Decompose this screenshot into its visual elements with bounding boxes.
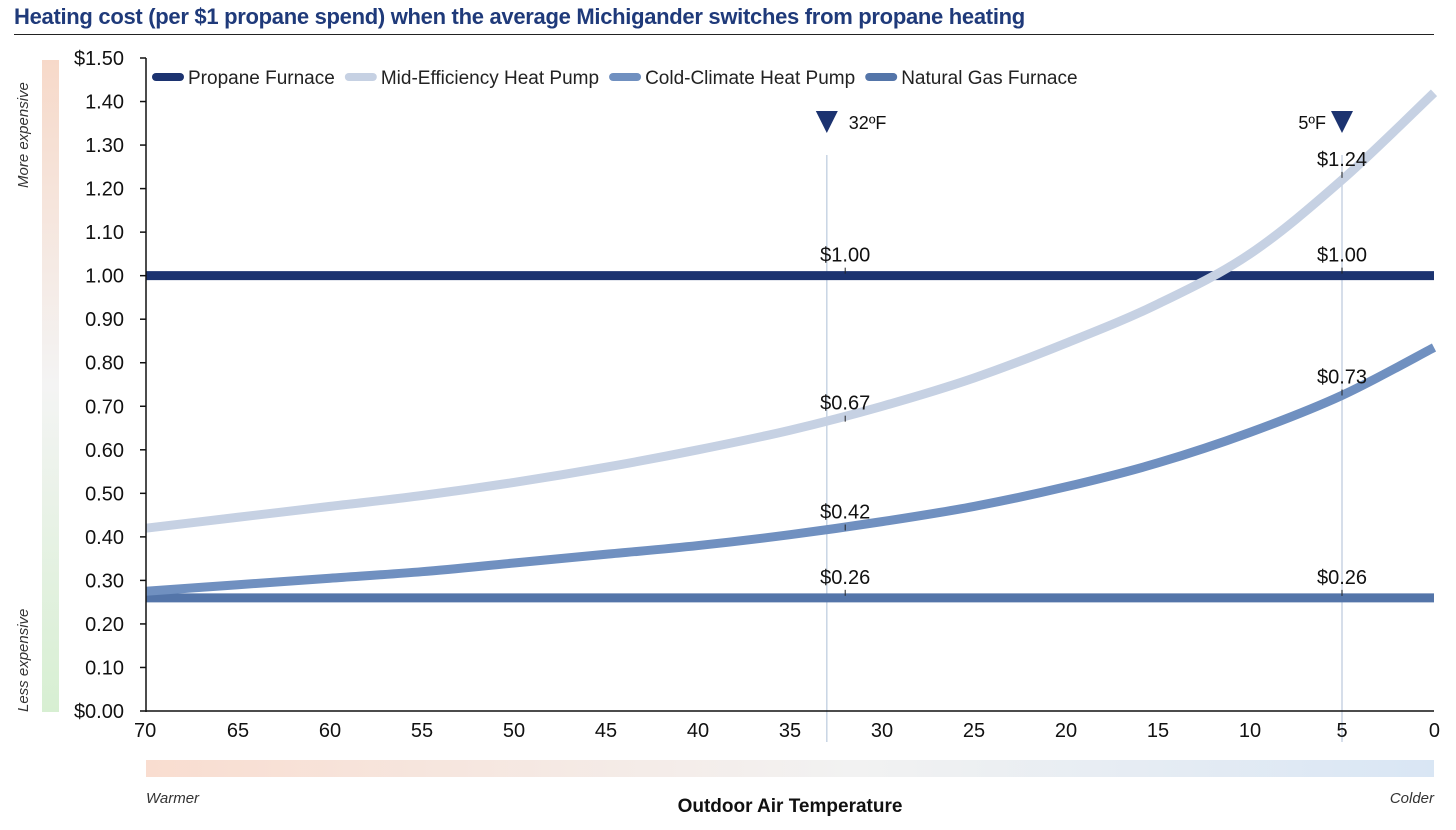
x-tick-label: 5 bbox=[1336, 720, 1347, 742]
colder-label: Colder bbox=[1390, 790, 1435, 807]
data-labels: $1.00 $1.00 $1.24 $0.67 $0.73 $0.42 $0.26 $0.26 bbox=[820, 149, 1367, 596]
data-label: $0.42 bbox=[820, 502, 870, 524]
y-tick-label: 0.20 bbox=[85, 614, 124, 636]
x-axis-title: Outdoor Air Temperature bbox=[678, 796, 903, 817]
marker-lines bbox=[826, 155, 1343, 742]
legend-label: Natural Gas Furnace bbox=[901, 68, 1077, 89]
x-tick-label: 20 bbox=[1055, 720, 1077, 742]
x-tick-label: 0 bbox=[1429, 720, 1440, 742]
marker-label: 5ºF bbox=[1298, 113, 1326, 133]
legend: Propane Furnace Mid-Efficiency Heat Pump C… bbox=[152, 68, 1078, 89]
x-tick-label: 25 bbox=[963, 720, 985, 742]
data-label: $0.26 bbox=[820, 567, 870, 589]
series-line-mid-efficiency-heat-pump bbox=[145, 89, 1438, 533]
legend-label: Mid-Efficiency Heat Pump bbox=[381, 68, 599, 89]
series-lines bbox=[145, 89, 1438, 603]
x-tick-label: 35 bbox=[779, 720, 801, 742]
y-tick-label: $1.50 bbox=[74, 48, 124, 70]
legend-label: Cold-Climate Heat Pump bbox=[645, 68, 855, 89]
chart-title: Heating cost (per $1 propane spend) when… bbox=[14, 4, 1025, 29]
marker-label: 32ºF bbox=[849, 113, 887, 133]
data-label: $0.67 bbox=[820, 393, 870, 415]
temperature-markers: 32ºF 5ºF bbox=[815, 111, 1353, 133]
x-ticks: 70 65 60 55 50 45 40 35 30 25 20 15 10 5 0 bbox=[134, 720, 1440, 742]
data-label: $0.26 bbox=[1317, 567, 1367, 589]
temperature-gradient-bar bbox=[146, 760, 1434, 777]
y-ticks: $0.00 0.10 0.20 0.30 0.40 0.50 0.60 0.70 0.80 0.9… bbox=[74, 48, 146, 723]
data-label: $0.73 bbox=[1317, 367, 1367, 389]
data-label: $1.00 bbox=[820, 245, 870, 267]
y-tick-label: 1.20 bbox=[85, 179, 124, 201]
y-tick-label: 0.10 bbox=[85, 657, 124, 679]
y-tick-label: 0.80 bbox=[85, 353, 124, 375]
x-tick-label: 30 bbox=[871, 720, 893, 742]
y-tick-label: 0.30 bbox=[85, 570, 124, 592]
y-tick-label: 0.70 bbox=[85, 396, 124, 418]
x-tick-label: 65 bbox=[227, 720, 249, 742]
more-expensive-label: More expensive bbox=[15, 82, 32, 188]
y-tick-label: 1.10 bbox=[85, 222, 124, 244]
less-expensive-label: Less expensive bbox=[15, 609, 32, 712]
x-tick-label: 40 bbox=[687, 720, 709, 742]
series-line-cold-climate-heat-pump bbox=[145, 343, 1437, 596]
title-divider bbox=[14, 34, 1434, 35]
warmer-label: Warmer bbox=[146, 790, 200, 807]
y-tick-label: 0.40 bbox=[85, 527, 124, 549]
y-tick-label: $0.00 bbox=[74, 701, 124, 723]
x-tick-label: 10 bbox=[1239, 720, 1261, 742]
x-tick-label: 60 bbox=[319, 720, 341, 742]
cost-gradient-bar bbox=[42, 60, 59, 712]
data-label: $1.00 bbox=[1317, 245, 1367, 267]
legend-label: Propane Furnace bbox=[188, 68, 335, 89]
down-triangle-icon bbox=[815, 111, 838, 133]
axes bbox=[145, 58, 1434, 712]
y-tick-label: 0.50 bbox=[85, 483, 124, 505]
y-tick-label: 0.90 bbox=[85, 309, 124, 331]
y-tick-label: 0.60 bbox=[85, 440, 124, 462]
y-tick-label: 1.40 bbox=[85, 92, 124, 114]
x-tick-label: 45 bbox=[595, 720, 617, 742]
y-tick-label: 1.30 bbox=[85, 135, 124, 157]
y-tick-label: 1.00 bbox=[85, 266, 124, 288]
x-tick-label: 15 bbox=[1147, 720, 1169, 742]
x-tick-label: 50 bbox=[503, 720, 525, 742]
data-label: $1.24 bbox=[1317, 149, 1367, 171]
down-triangle-icon bbox=[1331, 111, 1353, 133]
x-tick-label: 70 bbox=[134, 720, 156, 742]
x-tick-label: 55 bbox=[411, 720, 433, 742]
